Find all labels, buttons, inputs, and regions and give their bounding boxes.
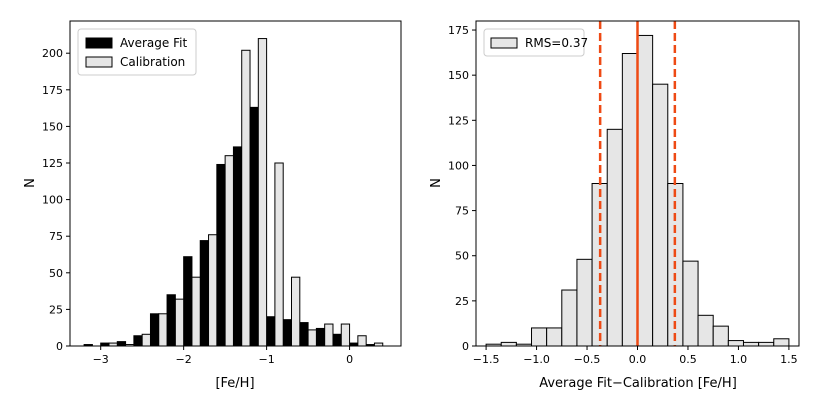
right-bar-rms-0-37-14 — [697, 314, 714, 347]
left-bar-average-fit-13 — [299, 322, 309, 347]
right-bar-rms-0-37-11 — [652, 83, 669, 347]
right-ytick-label-5: 125 — [448, 114, 469, 127]
right-plot-frame — [475, 20, 800, 347]
legend-label-average-fit: Average Fit — [120, 36, 187, 50]
right-legend-box — [483, 28, 585, 57]
left-bar-average-fit-15 — [332, 333, 342, 347]
right-ytick-label-7: 175 — [448, 24, 469, 37]
right-bar-rms-0-37-16 — [727, 340, 744, 347]
left-xtick-label-3: 0 — [346, 353, 353, 366]
right-bar-rms-0-37-4 — [546, 327, 563, 347]
right-xtick-label-1: −1.0 — [523, 353, 550, 366]
right-ytick-label-0: 0 — [462, 340, 469, 353]
left-bar-calibration-5 — [174, 298, 185, 347]
left-bar-average-fit-9 — [232, 146, 243, 347]
right-bar-rms-0-37-5 — [561, 289, 578, 347]
right-legend: RMS=0.37 — [483, 28, 588, 57]
left-ytick-label-5: 125 — [42, 157, 63, 170]
left-ytick-label-8: 200 — [42, 47, 63, 60]
legend-swatch-rms — [490, 37, 518, 49]
left-bar-average-fit-14 — [315, 327, 326, 347]
legend-label-calibration: Calibration — [120, 55, 185, 69]
right-bar-rms-0-37-8 — [606, 128, 623, 347]
right-bar-rms-0-37-3 — [531, 327, 548, 347]
left-bar-average-fit-3 — [133, 335, 143, 347]
left-bar-average-fit-8 — [216, 163, 226, 347]
right-bar-rms-0-37-18 — [758, 341, 775, 347]
right-ytick-label-1: 25 — [455, 295, 469, 308]
right-xtick-label-6: 1.5 — [780, 353, 798, 366]
right-bar-rms-0-37-9 — [621, 53, 638, 347]
left-bar-calibration-16 — [357, 335, 367, 347]
legend-swatch-calibration — [85, 56, 113, 68]
left-bar-average-fit-11 — [266, 316, 276, 347]
left-bar-calibration-8 — [224, 155, 234, 347]
right-y-axis-label: N — [429, 178, 444, 188]
right-ytick-label-3: 75 — [455, 205, 469, 218]
right-chart: −1.5 −1.0 −0.5 0.0 0.5 1.0 1.5 0 25 50 75 100 125 15… — [429, 20, 800, 391]
left-ytick-label-4: 100 — [42, 194, 63, 207]
left-legend: Average Fit Calibration — [77, 28, 197, 76]
left-ytick-label-6: 150 — [42, 120, 63, 133]
left-bar-calibration-11 — [274, 162, 284, 347]
left-bar-average-fit-2 — [116, 341, 127, 347]
right-bar-rms-0-37-1 — [500, 341, 517, 347]
left-bar-average-fit-12 — [282, 319, 293, 347]
left-bar-calibration-9 — [241, 49, 251, 347]
left-bar-calibration-7 — [208, 234, 218, 347]
right-bar-rms-0-37-10 — [637, 34, 654, 347]
left-bar-average-fit-5 — [166, 294, 176, 347]
left-bar-calibration-4 — [158, 313, 168, 347]
left-ytick-label-0: 0 — [56, 340, 63, 353]
legend-swatch-average-fit — [85, 37, 113, 49]
left-bar-calibration-10 — [257, 38, 268, 347]
left-ytick-label-1: 25 — [49, 303, 63, 316]
right-bar-rms-0-37-19 — [773, 338, 790, 347]
left-ytick-label-7: 175 — [42, 84, 63, 97]
legend-label-rms: RMS=0.37 — [525, 36, 588, 50]
left-bar-average-fit-7 — [199, 240, 210, 347]
right-ytick-label-6: 150 — [448, 69, 469, 82]
right-bar-rms-0-37-17 — [742, 341, 760, 347]
right-bar-rms-0-37-13 — [682, 260, 699, 347]
right-xtick-label-5: 1.0 — [730, 353, 748, 366]
left-bar-calibration-3 — [141, 333, 151, 347]
left-bar-calibration-15 — [340, 323, 351, 347]
right-xtick-label-0: −1.5 — [473, 353, 500, 366]
right-xtick-label-4: 0.5 — [679, 353, 697, 366]
left-x-axis-label: [Fe/H] — [215, 376, 254, 391]
left-bar-average-fit-10 — [249, 106, 259, 347]
left-bar-average-fit-4 — [149, 313, 160, 347]
right-bar-rms-0-37-15 — [712, 325, 729, 347]
left-y-axis-label: N — [23, 178, 38, 188]
left-ytick-label-3: 75 — [49, 230, 63, 243]
right-x-axis-label: Average Fit−Calibration [Fe/H] — [539, 376, 737, 391]
left-bar-calibration-14 — [324, 323, 334, 347]
left-plot-frame — [69, 20, 402, 347]
right-ytick-label-2: 50 — [455, 250, 469, 263]
left-xtick-label-2: −1 — [258, 353, 274, 366]
right-ytick-label-4: 100 — [448, 159, 469, 172]
left-ytick-label-2: 50 — [49, 267, 63, 280]
right-bar-rms-0-37-6 — [576, 258, 593, 347]
left-xtick-label-1: −2 — [176, 353, 192, 366]
right-xtick-label-2: −0.5 — [574, 353, 601, 366]
left-bar-calibration-13 — [307, 329, 317, 347]
left-bar-calibration-6 — [191, 276, 201, 347]
left-bar-calibration-12 — [291, 276, 301, 347]
left-xtick-label-0: −3 — [93, 353, 109, 366]
left-bar-average-fit-6 — [183, 256, 193, 347]
right-xtick-label-3: 0.0 — [629, 353, 647, 366]
